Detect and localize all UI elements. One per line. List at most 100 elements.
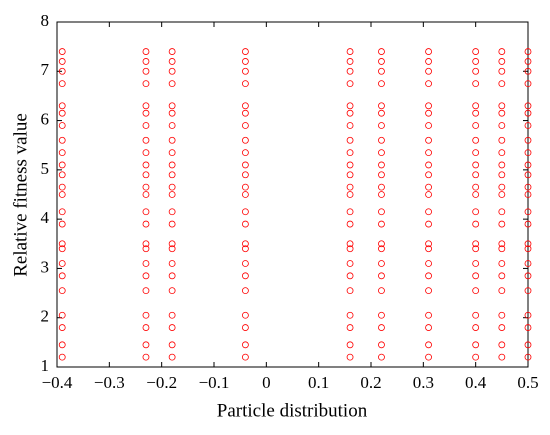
point <box>346 324 354 331</box>
point <box>346 191 354 198</box>
point <box>378 245 385 253</box>
x-tick-label: −0.2 <box>146 373 177 392</box>
point <box>241 102 249 110</box>
y-tick-label: 4 <box>41 208 50 227</box>
point <box>346 136 354 144</box>
point <box>524 183 532 191</box>
point <box>498 48 506 55</box>
point <box>472 311 480 319</box>
point <box>378 191 385 198</box>
point <box>241 171 249 179</box>
point <box>378 122 385 129</box>
point <box>142 58 150 65</box>
point <box>378 341 385 349</box>
point <box>472 161 480 169</box>
point <box>142 183 150 191</box>
point <box>142 102 150 110</box>
point <box>425 353 432 361</box>
point <box>498 161 506 169</box>
point <box>58 260 66 267</box>
point <box>168 240 176 248</box>
y-tick-label: 3 <box>41 257 50 276</box>
point <box>425 287 432 295</box>
point <box>346 240 354 248</box>
point <box>524 311 532 319</box>
point <box>142 149 150 157</box>
y-tick-label: 2 <box>41 307 50 326</box>
point <box>378 353 385 361</box>
point <box>241 191 249 198</box>
point <box>346 48 354 55</box>
x-tick-label: −0.1 <box>199 373 230 392</box>
point <box>142 208 150 216</box>
point <box>241 80 249 88</box>
point <box>498 122 506 129</box>
point <box>472 102 480 110</box>
plot-frame <box>56 21 529 368</box>
point <box>472 67 480 75</box>
point <box>58 136 66 144</box>
point <box>498 102 506 110</box>
point <box>168 324 176 331</box>
point <box>524 245 532 253</box>
point <box>346 67 354 75</box>
point <box>378 311 385 319</box>
point <box>472 341 480 349</box>
point <box>524 149 532 157</box>
point <box>58 240 66 248</box>
point <box>498 80 506 88</box>
point <box>346 102 354 110</box>
point <box>58 287 66 295</box>
point <box>524 122 532 129</box>
point <box>346 208 354 216</box>
point <box>346 58 354 65</box>
x-tick-label: 0.5 <box>517 373 538 392</box>
point <box>425 220 432 228</box>
point <box>524 80 532 88</box>
point <box>524 58 532 65</box>
point <box>241 109 249 117</box>
point <box>168 67 176 75</box>
point <box>241 67 249 75</box>
point <box>346 260 354 267</box>
point <box>498 149 506 157</box>
x-tick-label: 0.3 <box>413 373 434 392</box>
point <box>241 272 249 280</box>
point <box>168 353 176 361</box>
point <box>425 191 432 198</box>
point <box>142 245 150 253</box>
point <box>58 149 66 157</box>
point <box>498 240 506 248</box>
point <box>58 245 66 253</box>
point <box>168 272 176 280</box>
point <box>472 208 480 216</box>
point <box>524 260 532 267</box>
point <box>425 122 432 129</box>
point <box>346 245 354 253</box>
point <box>498 287 506 295</box>
point <box>142 171 150 179</box>
point <box>378 272 385 280</box>
point <box>472 287 480 295</box>
point <box>378 58 385 65</box>
point <box>378 260 385 267</box>
point <box>524 48 532 55</box>
point <box>168 136 176 144</box>
point <box>472 58 480 65</box>
point <box>425 109 432 117</box>
point <box>142 109 150 117</box>
point <box>378 161 385 169</box>
point <box>524 191 532 198</box>
point <box>142 311 150 319</box>
point <box>378 240 385 248</box>
point <box>168 122 176 129</box>
point <box>524 136 532 144</box>
point <box>378 102 385 110</box>
point <box>168 183 176 191</box>
point <box>425 272 432 280</box>
point <box>425 48 432 55</box>
point <box>168 161 176 169</box>
point <box>498 311 506 319</box>
point <box>378 48 385 55</box>
